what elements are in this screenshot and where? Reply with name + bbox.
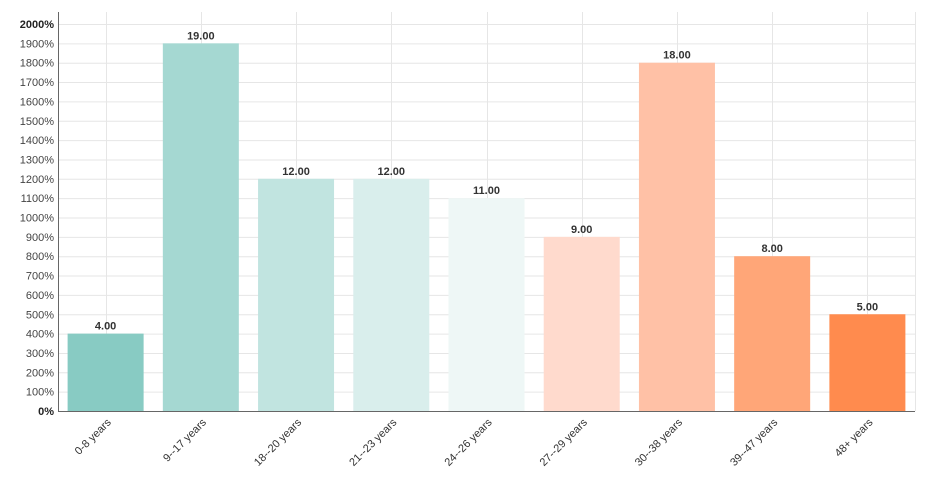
y-tick-label: 1500% [20, 116, 54, 128]
y-tick-label: 200% [26, 367, 54, 379]
data-label: 19.00 [187, 30, 215, 42]
bar [258, 178, 335, 411]
y-tick-label: 2000% [20, 19, 54, 31]
bars [67, 43, 906, 411]
data-label: 5.00 [857, 301, 878, 313]
data-label: 12.00 [282, 166, 310, 178]
bar [543, 236, 620, 411]
data-label: 12.00 [378, 166, 406, 178]
bar [353, 178, 430, 411]
y-tick-label: 1800% [20, 58, 54, 70]
y-tick-label: 100% [26, 387, 54, 399]
x-tick-label: 39--47 years [728, 416, 781, 469]
bar [829, 314, 906, 411]
y-tick-label: 1700% [20, 77, 54, 89]
x-tick-label: 24--26 years [442, 416, 495, 469]
bar [162, 43, 239, 411]
data-label: 9.00 [571, 224, 592, 236]
bar [67, 333, 144, 411]
y-tick-label: 900% [26, 232, 54, 244]
y-tick-label: 0% [38, 406, 54, 418]
x-tick-label: 0-8 years [73, 416, 114, 457]
y-tick-label: 1600% [20, 96, 54, 108]
x-tick-label: 48+ years [833, 416, 876, 459]
y-tick-label: 1200% [20, 174, 54, 186]
bar [448, 198, 525, 411]
x-tick-label: 27--29 years [538, 416, 591, 469]
bar [734, 256, 811, 411]
x-tick-label: 30--38 years [633, 416, 686, 469]
data-label: 18.00 [663, 50, 691, 62]
y-tick-label: 600% [26, 290, 54, 302]
y-tick-label: 1000% [20, 213, 54, 225]
data-label: 4.00 [95, 321, 116, 333]
axes [58, 12, 915, 412]
y-tick-label: 1400% [20, 135, 54, 147]
data-label: 8.00 [761, 243, 782, 255]
y-tick-label: 300% [26, 348, 54, 360]
data-label: 11.00 [473, 185, 500, 197]
y-tick-label: 400% [26, 329, 54, 341]
y-tick-label: 1900% [20, 38, 54, 50]
x-tick-label: 18--20 years [252, 416, 305, 469]
bar [638, 62, 715, 411]
y-tick-label: 1100% [21, 193, 55, 205]
x-tick-label: 21--23 years [347, 416, 400, 469]
y-tick-label: 500% [26, 309, 54, 321]
y-tick-label: 1300% [20, 154, 54, 166]
x-tick-label: 9--17 years [161, 416, 209, 464]
y-tick-label: 700% [26, 271, 54, 283]
y-tick-label: 800% [26, 251, 54, 263]
